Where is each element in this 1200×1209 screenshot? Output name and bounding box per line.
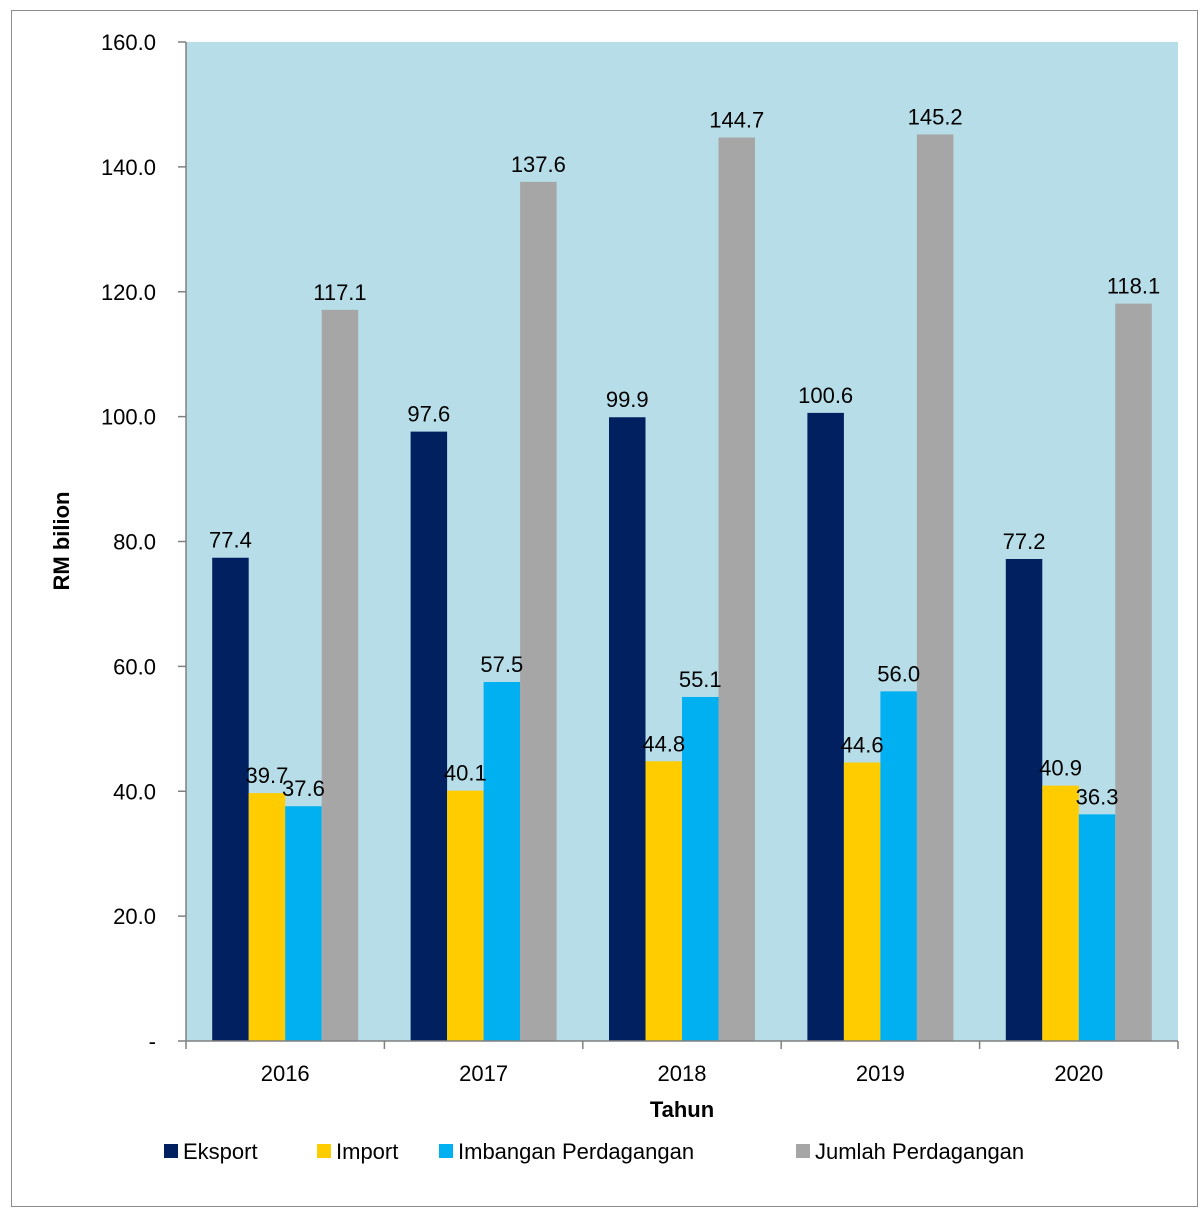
data-label: 36.3: [1076, 784, 1119, 809]
bar: [520, 181, 557, 1042]
y-tick-label: 140.0: [101, 155, 156, 180]
bar: [1005, 558, 1043, 1041]
data-label: 44.6: [841, 733, 884, 758]
bars-group: [212, 134, 1152, 1042]
x-tick-label: 2018: [658, 1061, 707, 1086]
y-tick-label: 160.0: [101, 30, 156, 55]
bar: [248, 793, 286, 1041]
bar: [645, 761, 682, 1041]
data-labels-group: 77.4 39.737.6 117.1 97.6 40.1 57.5 137.6 99.9 44…: [209, 104, 1160, 809]
data-label: 137.6: [511, 152, 566, 177]
data-label: 77.2: [1003, 529, 1046, 554]
x-tick-label: 2017: [459, 1061, 508, 1086]
bar: [1115, 303, 1152, 1041]
data-label: 37.6: [282, 776, 325, 801]
x-axis-title: Tahun: [650, 1097, 714, 1122]
legend-label: Jumlah Perdagangan: [815, 1139, 1024, 1164]
data-label: 118.1: [1107, 274, 1160, 299]
data-label: 117.1: [313, 280, 366, 305]
y-tick-label: 100.0: [101, 405, 156, 430]
bar: [916, 134, 954, 1042]
data-label: 97.6: [407, 402, 450, 427]
data-label: 55.1: [679, 667, 722, 692]
data-label: 40.1: [444, 761, 487, 786]
legend: Eksport Import Imbangan Perdagangan Jumlah …: [164, 1139, 1024, 1164]
data-label: 40.9: [1039, 756, 1082, 781]
data-label: 77.4: [209, 528, 252, 553]
y-tick-label: 120.0: [101, 280, 156, 305]
y-tick-label: 40.0: [113, 779, 156, 804]
bar: [718, 137, 755, 1042]
x-tick-label: 2020: [1054, 1061, 1103, 1086]
bar: [483, 681, 521, 1041]
bar: [447, 790, 484, 1041]
data-label: 99.9: [606, 387, 649, 412]
legend-label: Import: [336, 1139, 398, 1164]
y-tick-label: 20.0: [113, 904, 156, 929]
bar: [1078, 814, 1116, 1041]
y-tick-label: -: [149, 1029, 156, 1054]
data-label: 57.5: [480, 652, 523, 677]
data-label: 144.7: [709, 108, 764, 133]
x-tick-label: 2019: [856, 1061, 905, 1086]
bar: [285, 806, 322, 1041]
bar: [880, 691, 917, 1041]
legend-swatch: [164, 1144, 178, 1158]
axes-group: - 20.0 40.0 60.0 80.0 100.0 120.0 140.0 160.0 201…: [101, 30, 1179, 1086]
y-tick-label: 60.0: [113, 654, 156, 679]
bar: [807, 412, 844, 1041]
legend-swatch: [796, 1144, 810, 1158]
bar: [321, 309, 359, 1041]
y-tick-label: 80.0: [113, 530, 156, 555]
bar: [843, 762, 881, 1041]
bar: [212, 557, 249, 1041]
legend-swatch: [439, 1144, 453, 1158]
legend-label: Eksport: [183, 1139, 258, 1164]
bar: [410, 431, 448, 1041]
data-label: 44.8: [642, 731, 685, 756]
data-label: 56.0: [877, 661, 920, 686]
x-tick-label: 2016: [261, 1061, 310, 1086]
data-label: 39.7: [246, 763, 289, 788]
bar: [609, 417, 646, 1041]
legend-label: Imbangan Perdagangan: [458, 1139, 694, 1164]
y-axis-title: RM bilion: [49, 492, 74, 591]
bar: [1042, 785, 1079, 1041]
data-label: 100.6: [798, 383, 853, 408]
data-label: 145.2: [908, 104, 963, 129]
bar: [682, 696, 719, 1041]
legend-swatch: [317, 1144, 331, 1158]
